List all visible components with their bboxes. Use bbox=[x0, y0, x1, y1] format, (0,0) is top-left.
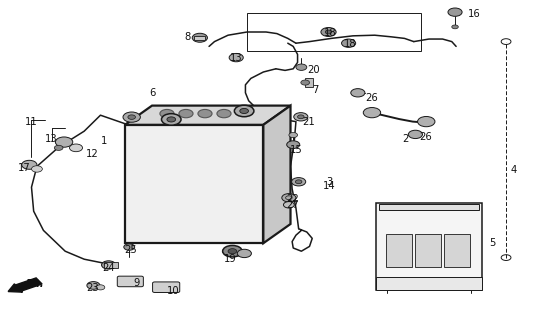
Text: 9: 9 bbox=[133, 278, 140, 288]
Circle shape bbox=[128, 115, 136, 119]
Circle shape bbox=[294, 113, 308, 121]
Circle shape bbox=[325, 30, 332, 34]
FancyBboxPatch shape bbox=[117, 276, 143, 287]
Circle shape bbox=[161, 114, 181, 125]
Circle shape bbox=[283, 202, 294, 208]
Circle shape bbox=[54, 145, 63, 150]
Circle shape bbox=[298, 115, 304, 119]
Bar bbox=[386, 234, 412, 267]
Text: 11: 11 bbox=[24, 116, 37, 127]
Circle shape bbox=[235, 105, 254, 117]
Bar bbox=[379, 204, 479, 210]
Circle shape bbox=[418, 116, 435, 127]
Text: 22: 22 bbox=[286, 194, 299, 204]
Text: 20: 20 bbox=[307, 65, 319, 75]
Circle shape bbox=[179, 109, 193, 118]
Text: 8: 8 bbox=[185, 32, 191, 42]
Circle shape bbox=[229, 53, 243, 62]
Circle shape bbox=[289, 132, 298, 138]
Text: 3: 3 bbox=[326, 177, 332, 188]
Polygon shape bbox=[263, 106, 291, 243]
Circle shape bbox=[87, 282, 100, 289]
Circle shape bbox=[301, 80, 310, 85]
Text: 18: 18 bbox=[344, 39, 357, 49]
Circle shape bbox=[124, 244, 135, 250]
Circle shape bbox=[295, 180, 302, 184]
Circle shape bbox=[102, 261, 116, 269]
Text: 18: 18 bbox=[324, 28, 336, 38]
Circle shape bbox=[96, 285, 105, 290]
Text: 1: 1 bbox=[100, 136, 107, 146]
Bar bbox=[376, 203, 482, 290]
Circle shape bbox=[240, 108, 249, 114]
Circle shape bbox=[22, 160, 37, 169]
Circle shape bbox=[452, 25, 458, 29]
Circle shape bbox=[287, 141, 300, 148]
Bar bbox=[125, 125, 263, 243]
Circle shape bbox=[448, 8, 462, 16]
Text: 4: 4 bbox=[510, 164, 517, 175]
Circle shape bbox=[282, 194, 296, 202]
Circle shape bbox=[228, 249, 237, 254]
Text: 23: 23 bbox=[86, 283, 98, 293]
Text: FR.: FR. bbox=[26, 279, 45, 289]
Circle shape bbox=[160, 109, 174, 118]
Circle shape bbox=[351, 89, 365, 97]
Text: 13: 13 bbox=[45, 134, 57, 144]
Text: 15: 15 bbox=[289, 145, 302, 156]
Circle shape bbox=[217, 109, 231, 118]
Bar bbox=[376, 277, 482, 290]
Text: 17: 17 bbox=[17, 163, 30, 173]
Circle shape bbox=[167, 117, 175, 122]
Text: 5: 5 bbox=[489, 238, 495, 248]
Text: 6: 6 bbox=[149, 88, 156, 98]
Circle shape bbox=[321, 28, 336, 36]
Bar bbox=[247, 13, 421, 51]
Circle shape bbox=[198, 109, 212, 118]
Circle shape bbox=[192, 33, 207, 42]
Circle shape bbox=[237, 249, 251, 258]
Bar bbox=[415, 234, 441, 267]
Circle shape bbox=[223, 245, 242, 257]
Text: 10: 10 bbox=[167, 286, 180, 296]
Bar bbox=[104, 262, 118, 268]
Circle shape bbox=[296, 64, 307, 70]
Text: 12: 12 bbox=[86, 148, 98, 159]
Circle shape bbox=[408, 130, 422, 139]
Circle shape bbox=[70, 144, 83, 152]
Text: 14: 14 bbox=[323, 181, 335, 191]
Text: 21: 21 bbox=[302, 117, 314, 127]
Bar bbox=[194, 36, 205, 40]
Circle shape bbox=[55, 137, 73, 147]
Text: 19: 19 bbox=[224, 254, 237, 264]
Text: 25: 25 bbox=[124, 245, 136, 255]
Circle shape bbox=[31, 166, 42, 172]
FancyBboxPatch shape bbox=[153, 282, 180, 292]
Circle shape bbox=[363, 108, 381, 118]
Text: 26: 26 bbox=[365, 92, 377, 103]
Text: 13: 13 bbox=[230, 52, 242, 63]
Text: 16: 16 bbox=[468, 9, 481, 20]
Bar bbox=[305, 78, 313, 87]
Circle shape bbox=[292, 178, 306, 186]
Text: 26: 26 bbox=[419, 132, 432, 142]
Text: 27: 27 bbox=[286, 200, 299, 211]
Circle shape bbox=[123, 112, 140, 122]
Text: 7: 7 bbox=[312, 84, 319, 95]
Text: 24: 24 bbox=[102, 263, 115, 273]
FancyArrow shape bbox=[8, 278, 42, 292]
Text: 2: 2 bbox=[402, 134, 408, 144]
Bar bbox=[444, 234, 470, 267]
Polygon shape bbox=[125, 106, 291, 125]
Circle shape bbox=[342, 39, 356, 47]
